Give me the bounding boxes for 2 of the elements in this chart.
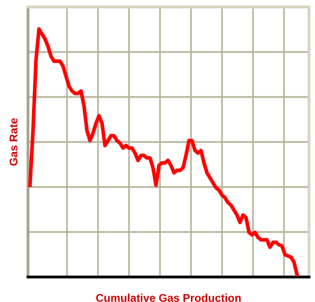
x-axis-title: Cumulative Gas Production (96, 294, 241, 302)
y-axis-title: Gas Rate (10, 118, 18, 166)
